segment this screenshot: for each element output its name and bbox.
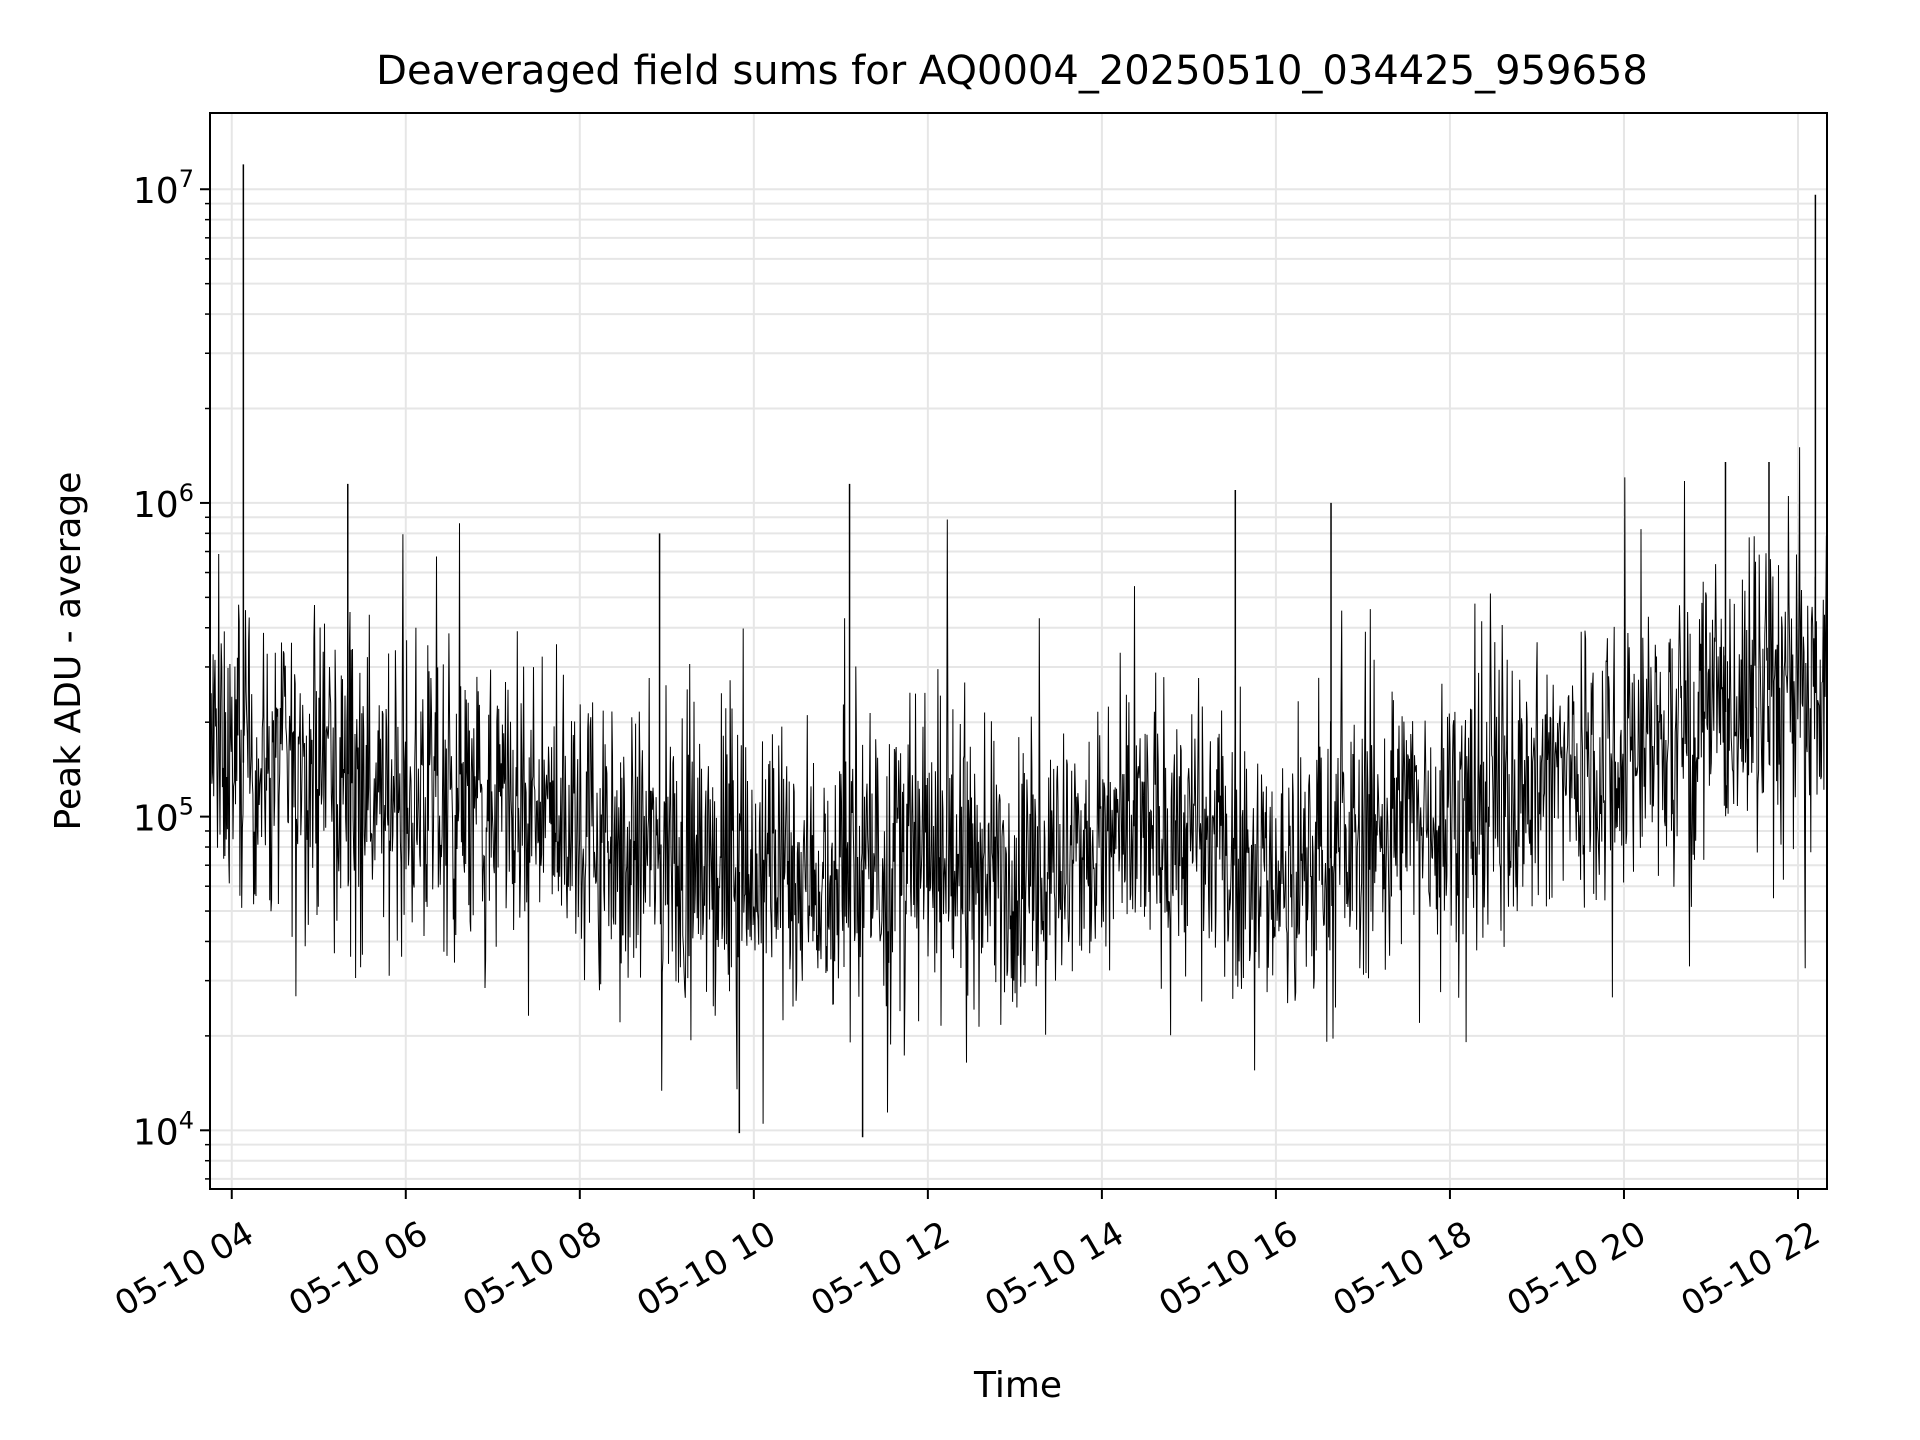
y-tick-label: 104 [133, 1106, 194, 1153]
y-tick-label: 105 [133, 793, 194, 840]
grid [210, 113, 1827, 1189]
x-tick-label: 05-10 16 [1152, 1214, 1304, 1325]
x-tick-label: 05-10 04 [108, 1214, 260, 1325]
y-axis-label: Peak ADU - average [48, 472, 89, 831]
y-tick-label: 106 [133, 479, 194, 526]
x-tick-label: 05-10 14 [978, 1214, 1130, 1325]
x-axis-label: Time [973, 1365, 1062, 1406]
x-tick-label: 05-10 12 [804, 1214, 956, 1325]
series-line [210, 447, 1827, 1124]
x-tick-label: 05-10 18 [1326, 1214, 1478, 1325]
x-tick-label: 05-10 06 [282, 1214, 434, 1325]
x-tick-label: 05-10 20 [1500, 1214, 1652, 1325]
x-tick-label: 05-10 10 [630, 1214, 782, 1325]
x-tick-label: 05-10 22 [1675, 1214, 1827, 1325]
plot-frame [209, 112, 1828, 1190]
x-tick-label: 05-10 08 [456, 1214, 608, 1325]
chart-title: Deaveraged field sums for AQ0004_2025051… [376, 48, 1648, 94]
y-tick-label: 107 [133, 165, 194, 212]
series-group [210, 164, 1827, 1138]
data-series [210, 164, 1827, 1138]
